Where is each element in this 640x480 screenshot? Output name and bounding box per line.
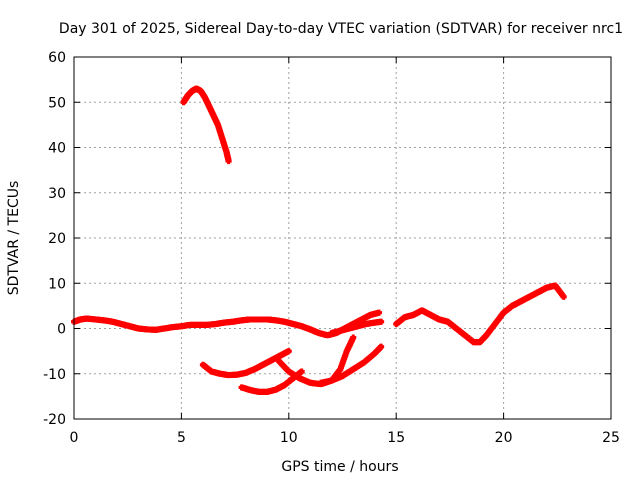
chart-title: Day 301 of 2025, Sidereal Day-to-day VTE… xyxy=(59,21,623,37)
data-point xyxy=(225,158,232,165)
x-tick-label: 25 xyxy=(602,430,620,446)
x-tick-label: 0 xyxy=(70,430,79,446)
y-tick-label: 20 xyxy=(48,231,66,247)
tick-labels: 0 5 10 15 20 25 -20 -10 0 10 20 30 40 50 60 xyxy=(43,50,620,446)
y-tick-label: 60 xyxy=(48,50,66,66)
data-point xyxy=(350,334,357,341)
data-point xyxy=(378,343,385,350)
y-tick-label: 30 xyxy=(48,186,66,202)
y-tick-label: -10 xyxy=(43,367,66,383)
y-tick-label: -20 xyxy=(43,412,66,428)
x-tick-label: 5 xyxy=(177,430,186,446)
y-tick-label: 50 xyxy=(48,95,66,111)
data-points xyxy=(71,85,567,395)
data-point xyxy=(560,293,567,300)
grid xyxy=(74,57,611,419)
data-point xyxy=(376,309,383,316)
data-point xyxy=(378,318,385,325)
y-tick-label: 10 xyxy=(48,276,66,292)
x-tick-label: 15 xyxy=(387,430,405,446)
y-axis-label: SDTVAR / TECUs xyxy=(6,181,22,296)
data-point xyxy=(298,368,305,375)
data-point xyxy=(285,348,292,355)
y-tick-label: 40 xyxy=(48,141,66,157)
y-tick-label: 0 xyxy=(57,322,66,338)
x-axis-label: GPS time / hours xyxy=(281,459,398,475)
x-tick-label: 20 xyxy=(495,430,513,446)
x-tick-label: 10 xyxy=(280,430,298,446)
plot-frame xyxy=(73,56,612,420)
